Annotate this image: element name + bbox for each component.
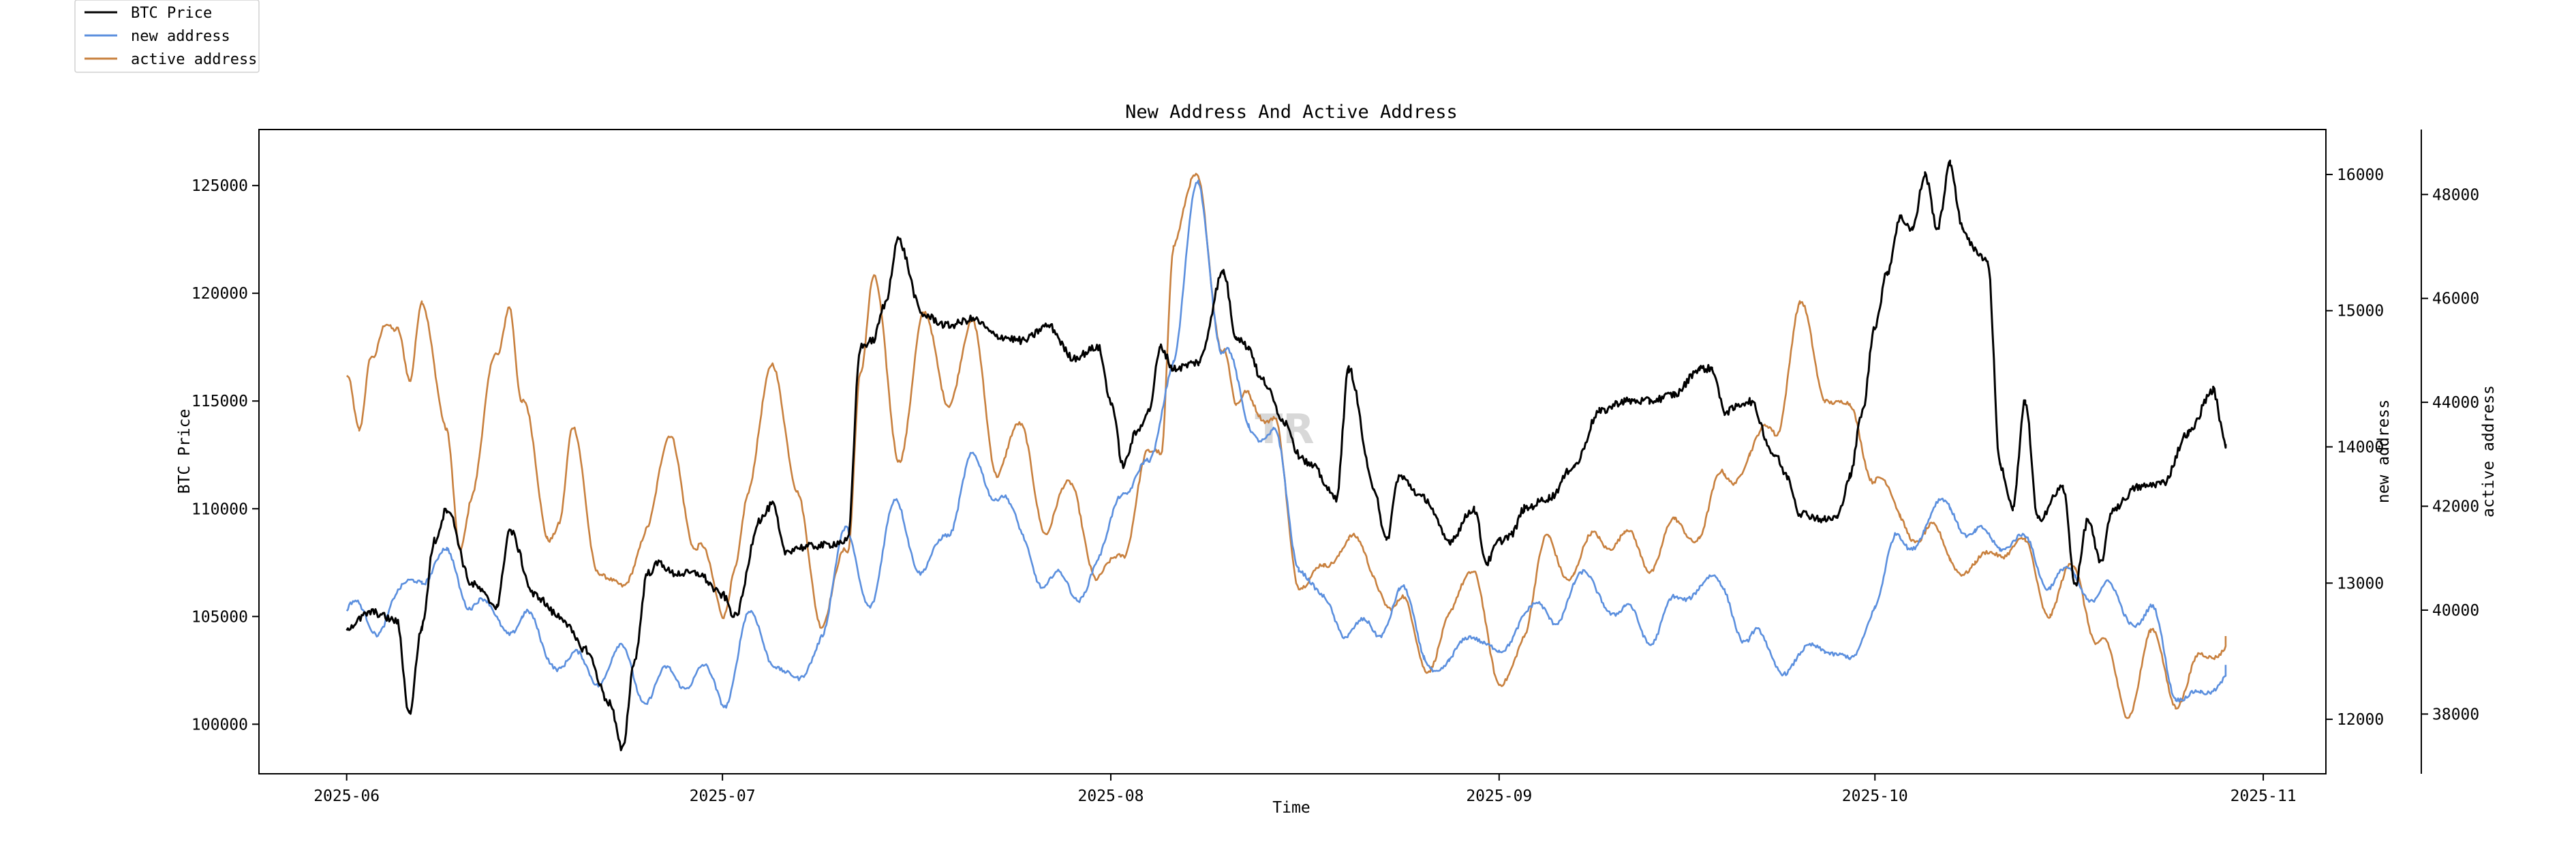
- y-right1-tick-label: 15000: [2337, 303, 2384, 320]
- x-tick-label: 2025-06: [313, 787, 380, 805]
- y-right2-tick-label: 44000: [2432, 394, 2479, 412]
- chart-title: New Address And Active Address: [1125, 102, 1458, 123]
- x-tick-label: 2025-10: [1842, 787, 1908, 805]
- legend-label-active-address: active address: [131, 51, 257, 68]
- y-right1-tick-label: 16000: [2337, 166, 2384, 184]
- y-right1-tick-label: 13000: [2337, 575, 2384, 592]
- y-left-tick-label: 100000: [191, 716, 248, 734]
- y-left-tick-label: 110000: [191, 500, 248, 518]
- legend-label-new-address: new address: [131, 28, 230, 45]
- x-tick-label: 2025-07: [690, 787, 756, 805]
- x-tick-label: 2025-09: [1466, 787, 1532, 805]
- y-left-tick-label: 105000: [191, 608, 248, 626]
- plot-frame: [258, 129, 2327, 774]
- y-right1-tick-label: 12000: [2337, 711, 2384, 729]
- legend: BTC Price new address active address: [74, 0, 260, 73]
- y-right2-tick-label: 46000: [2432, 290, 2479, 308]
- y-right2-tick-label: 40000: [2432, 602, 2479, 620]
- y-axis-label-right-new-address: new address: [2375, 400, 2393, 503]
- y-right2-tick-label: 38000: [2432, 706, 2479, 723]
- x-axis-label: Time: [1272, 799, 1310, 817]
- y-right2-tick-label: 42000: [2432, 498, 2479, 516]
- series-line-active-address: [346, 172, 2227, 719]
- y-left-tick-label: 125000: [191, 177, 248, 195]
- x-tick-label: 2025-11: [2230, 787, 2297, 805]
- y-axis-label-left: BTC Price: [176, 409, 194, 494]
- legend-label-btc-price: BTC Price: [131, 5, 212, 22]
- y-axis-label-right-active-address: active address: [2480, 385, 2498, 517]
- watermark-text: TR: [1255, 406, 1314, 453]
- y-right2-tick-label: 48000: [2432, 186, 2479, 204]
- y-right1-tick-label: 14000: [2337, 439, 2384, 457]
- series-line-new-address: [346, 179, 2227, 709]
- series-line-btc-price: [346, 160, 2227, 751]
- y-left-tick-label: 120000: [191, 285, 248, 303]
- y-left-tick-label: 115000: [191, 393, 248, 410]
- legend-box: [74, 0, 260, 73]
- series-layer: [346, 160, 2227, 751]
- x-tick-label: 2025-08: [1077, 787, 1144, 805]
- ticks-layer: 2025-06 2025-07 2025-08 2025-09 2025-10 2025-…: [191, 166, 2479, 805]
